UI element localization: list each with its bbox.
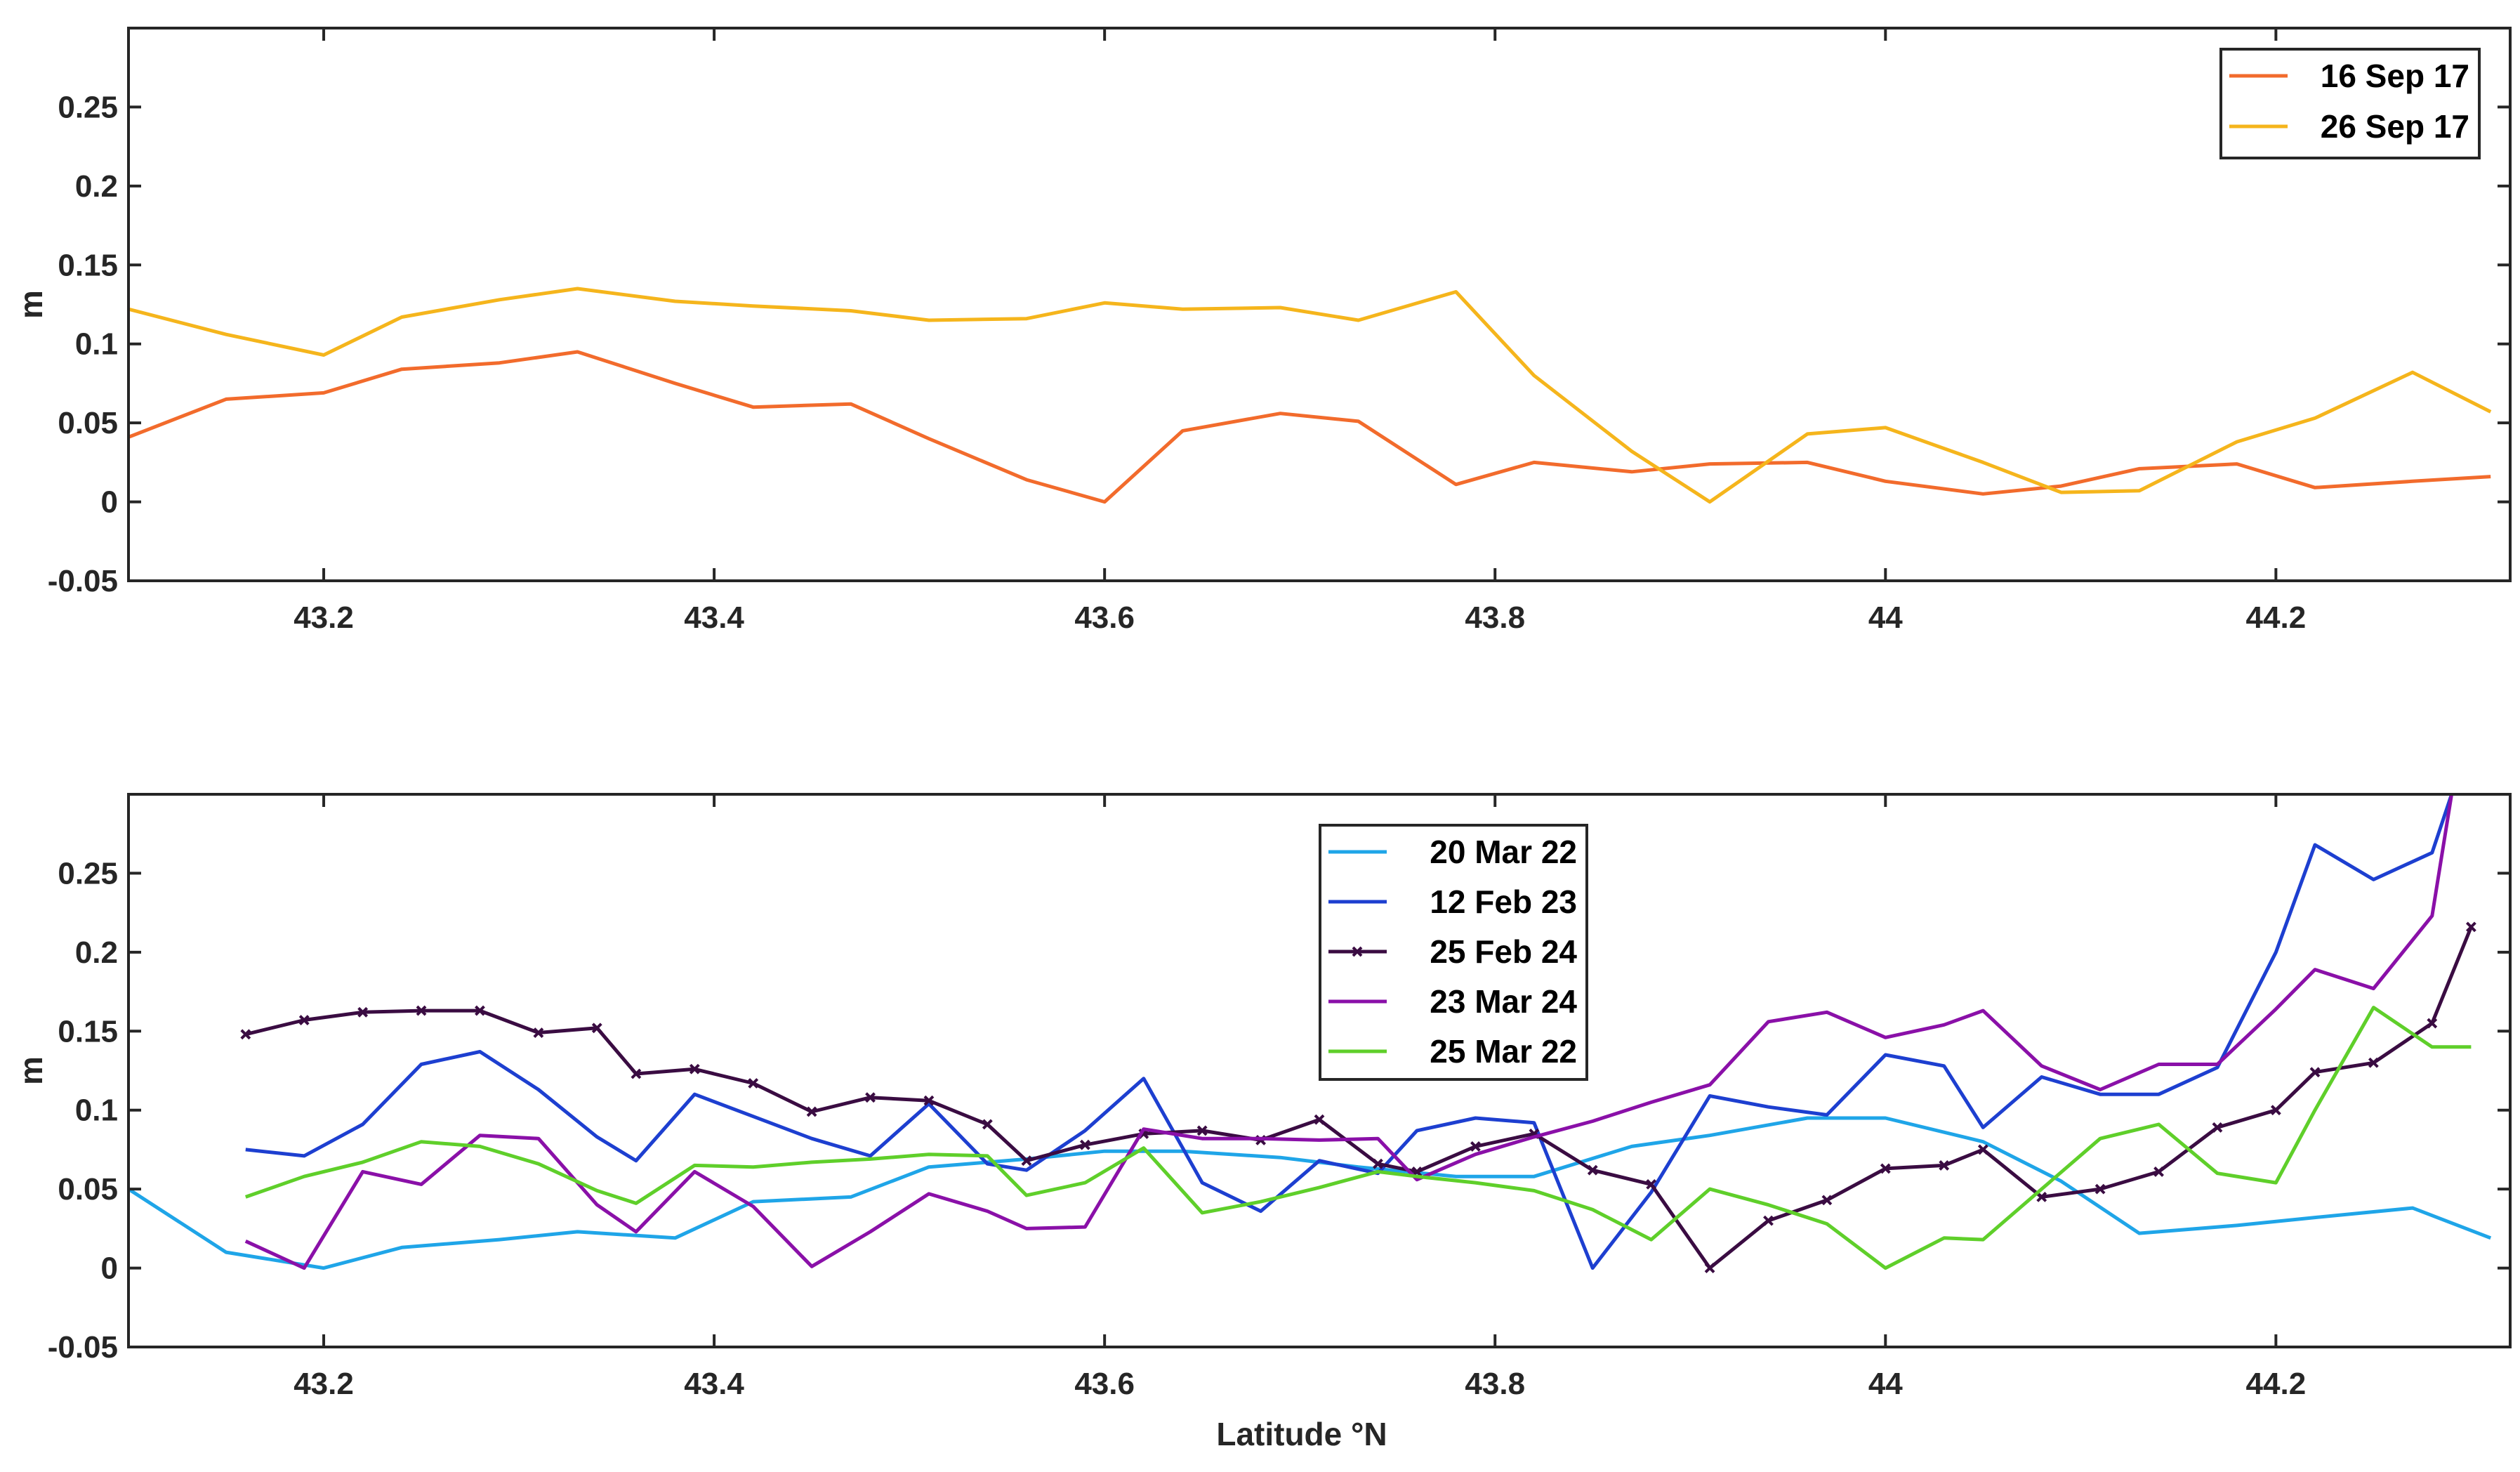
axes-box [127, 793, 2512, 1348]
legend-item: 20 Mar 22 [1328, 834, 1577, 870]
series-line [128, 350, 2491, 504]
data-point [1587, 1164, 1598, 1176]
legend-label: 20 Mar 22 [1430, 834, 1577, 870]
data-point [2036, 1191, 2047, 1202]
data-point [689, 1063, 700, 1075]
data-point [1079, 1139, 1090, 1150]
x-tick-label: 43.4 [684, 600, 744, 635]
data-point [2427, 1018, 2438, 1029]
data-point [533, 1027, 544, 1038]
x-axis-label: Latitude °N [1216, 1416, 1387, 1452]
axes-box [127, 27, 2512, 582]
data-point [2094, 1183, 2106, 1195]
y-tick-label: 0.1 [75, 1093, 118, 1128]
y-tick-label: 0 [101, 485, 118, 520]
series-line [244, 1006, 2472, 1270]
data-point [475, 1005, 485, 1016]
x-tick-label: 43.2 [293, 600, 354, 635]
y-tick-label: 0.25 [58, 856, 118, 891]
data-point [1314, 1114, 1325, 1125]
legend-item: 23 Mar 24 [1328, 983, 1577, 1020]
x-tick-label: 44 [1868, 1367, 1903, 1401]
data-point [1470, 1141, 1481, 1152]
series-3 [240, 921, 2476, 1273]
chart-1: 43.2 43.4 43.6 43.8 44 44.2 -0.05 0 0.05 0.1 0.15 0… [13, 27, 2512, 635]
x-tick-label: 43.6 [1074, 1367, 1135, 1401]
series-2 [128, 287, 2492, 504]
data-point [923, 1095, 935, 1106]
legend-item: 16 Sep 17 [2229, 58, 2469, 94]
y-tick-label: 0.15 [58, 248, 118, 282]
data-point [982, 1119, 993, 1130]
legend-item: 12 Feb 23 [1328, 883, 1577, 920]
x-tick-label: 44.2 [2246, 1367, 2307, 1401]
y-tick-label: 0.05 [58, 406, 118, 440]
legend-box [2219, 48, 2481, 159]
data-point [416, 1005, 427, 1016]
y-tick-label: 0.25 [58, 90, 118, 124]
data-point [2153, 1166, 2164, 1177]
series-5 [244, 1006, 2472, 1270]
data-point [2270, 1105, 2281, 1116]
x-tick-label: 43.2 [293, 1367, 354, 1401]
data-point [1372, 1158, 1383, 1169]
x-tick-label: 43.6 [1074, 600, 1135, 635]
series-4 [244, 794, 2454, 1270]
y-tick-label: 0.2 [75, 935, 118, 970]
data-point [240, 1029, 251, 1040]
y-axis-label: m [13, 1056, 49, 1085]
data-point [1021, 1155, 1032, 1167]
y-tick-label: 0.1 [75, 327, 118, 362]
data-point [865, 1092, 876, 1103]
data-point [1763, 1215, 1774, 1226]
legend-label: 16 Sep 17 [2321, 58, 2469, 94]
data-point [1646, 1178, 1657, 1190]
series-1 [128, 350, 2491, 504]
y-tick-label: 0.15 [58, 1014, 118, 1049]
series-line [244, 794, 2454, 1270]
legend-item: 25 Mar 22 [1328, 1033, 1577, 1070]
data-point [1977, 1144, 1988, 1155]
chart-2: 43.2 43.4 43.6 43.8 44 44.2 -0.05 0 0.05 0.1 0.15 0… [13, 793, 2512, 1452]
legend-label: 12 Feb 23 [1430, 883, 1577, 920]
data-point [357, 1006, 369, 1018]
data-point [1880, 1163, 1891, 1174]
data-point [298, 1015, 310, 1025]
legend-item: 26 Sep 17 [2229, 108, 2469, 145]
legend-label: 25 Feb 24 [1430, 933, 1577, 970]
legend-item: 25 Feb 24 [1328, 933, 1577, 970]
series-line [128, 287, 2492, 504]
data-point [591, 1023, 602, 1034]
y-tick-label: 0.05 [58, 1172, 118, 1207]
legend-label: 25 Mar 22 [1430, 1033, 1577, 1070]
y-tick-label: -0.05 [48, 564, 118, 598]
x-tick-label: 43.8 [1465, 1367, 1525, 1401]
y-tick-label: -0.05 [48, 1330, 118, 1365]
x-tick-label: 43.8 [1465, 600, 1525, 635]
data-point [1939, 1159, 1950, 1171]
legend-label: 26 Sep 17 [2321, 108, 2469, 145]
x-tick-label: 43.4 [684, 1367, 744, 1401]
y-tick-label: 0.2 [75, 169, 118, 204]
x-tick-label: 44 [1868, 600, 1903, 635]
legend: 20 Mar 22 12 Feb 23 25 Feb 24 23 Mar 24 25 M… [1319, 824, 1588, 1081]
data-point [1821, 1195, 1833, 1206]
data-point [2465, 921, 2476, 933]
data-point [631, 1068, 642, 1079]
y-tick-label: 0 [101, 1251, 118, 1286]
legend: 16 Sep 17 26 Sep 17 [2219, 48, 2481, 159]
x-tick-label: 44.2 [2246, 600, 2307, 635]
legend-marker [1352, 946, 1363, 957]
data-point [1704, 1263, 1715, 1273]
data-point [2368, 1057, 2379, 1068]
data-point [1196, 1125, 1208, 1136]
legend-label: 23 Mar 24 [1430, 983, 1577, 1020]
data-point [806, 1106, 817, 1117]
data-point [2212, 1122, 2223, 1133]
plot-area [128, 28, 2510, 581]
data-point [2309, 1067, 2321, 1078]
data-point [748, 1078, 759, 1089]
y-axis-label: m [13, 290, 49, 319]
